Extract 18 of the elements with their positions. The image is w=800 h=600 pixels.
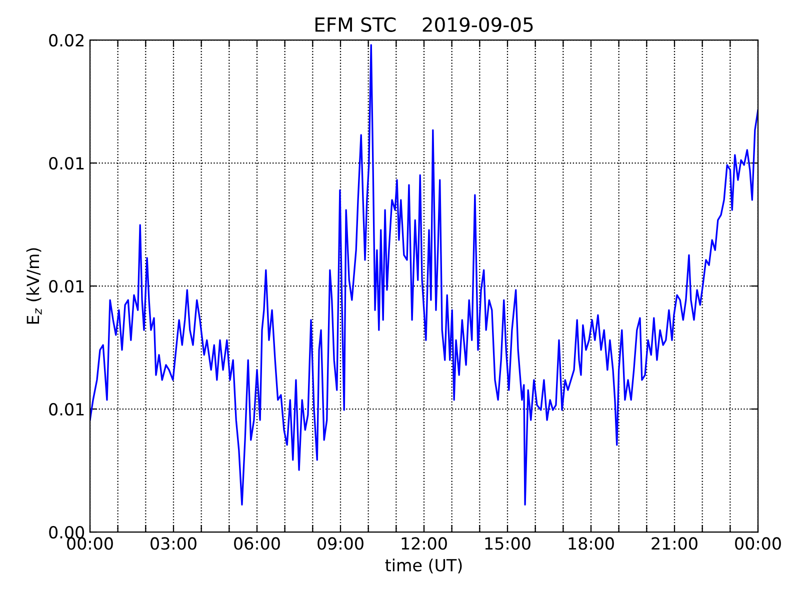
x-tick-label: 18:00	[568, 537, 614, 550]
x-tick-label: 21:00	[652, 537, 698, 550]
x-tick-label: 03:00	[150, 537, 196, 550]
line-series	[90, 44, 758, 506]
y-tick-label: 0.01	[49, 402, 84, 416]
x-tick-label: 00:00	[67, 537, 113, 550]
y-tick-label: 0.02	[49, 34, 84, 47]
chart-title: EFM STC 2019-09-05	[316, 17, 533, 32]
y-tick-label: 0.00	[49, 526, 84, 539]
x-tick-label: 06:00	[234, 537, 280, 550]
x-tick-label: 15:00	[485, 537, 530, 550]
x-tick-label: 00:00	[735, 537, 781, 550]
y-tick-label: 0.01	[49, 280, 84, 293]
x-tick-label: 09:00	[318, 537, 364, 550]
y-axis-title: E$_{z}$ (kV/m)	[26, 248, 42, 324]
x-axis-title: time (UT)	[385, 558, 462, 574]
x-tick-label: 12:00	[402, 537, 447, 550]
y-tick-label: 0.01	[49, 156, 84, 170]
